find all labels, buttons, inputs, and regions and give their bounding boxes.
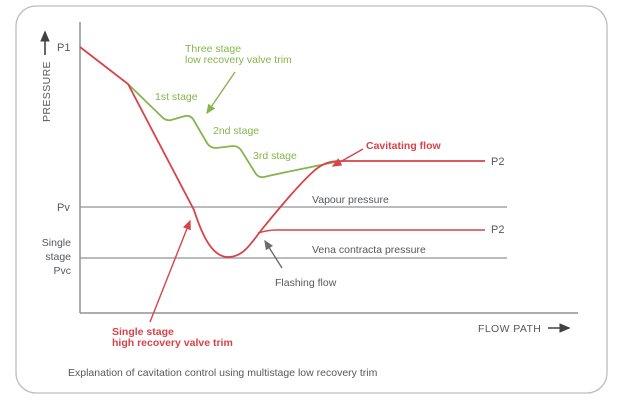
cavitating-flow-label: Cavitating flow	[366, 140, 442, 152]
diagram-caption: Explanation of cavitation control using …	[68, 367, 378, 379]
pressure-axis-label: PRESSURE	[41, 61, 53, 122]
pvc-label-line3: Pvc	[53, 265, 71, 277]
cavitating-flow-callout-arrow	[331, 148, 364, 167]
vena-contracta-label: Vena contracta pressure	[312, 244, 426, 256]
pvc-label-line1: Single	[42, 237, 71, 249]
p2-flashing-label: P2	[491, 224, 504, 236]
flashing-flow-label: Flashing flow	[275, 277, 337, 289]
stage2-label: 2nd stage	[213, 125, 259, 137]
flashing-flow-branch	[257, 229, 485, 234]
three-stage-callout-arrow	[206, 71, 236, 115]
single-stage-callout-arrow	[149, 219, 191, 323]
flow-path-axis-label: FLOW PATH	[478, 323, 541, 335]
single-stage-title-line2: high recovery valve trim	[112, 337, 233, 349]
pv-label: Pv	[57, 202, 70, 214]
stage1-label: 1st stage	[155, 91, 198, 103]
vapour-pressure-label: Vapour pressure	[312, 194, 389, 206]
p1-label: P1	[57, 42, 70, 54]
three-stage-curve	[127, 83, 341, 179]
flashing-flow-callout-arrow	[264, 239, 283, 269]
pvc-label-line2: stage	[45, 251, 71, 263]
three-stage-title-line2: low recovery valve trim	[185, 54, 292, 66]
stage3-label: 3rd stage	[253, 150, 297, 162]
single-stage-title-line1: Single stage	[112, 326, 174, 338]
three-stage-title-line1: Three stage	[185, 43, 241, 55]
p2-cavitating-label: P2	[491, 156, 504, 168]
single-stage-curve	[79, 46, 485, 258]
diagram-card	[15, 5, 608, 394]
